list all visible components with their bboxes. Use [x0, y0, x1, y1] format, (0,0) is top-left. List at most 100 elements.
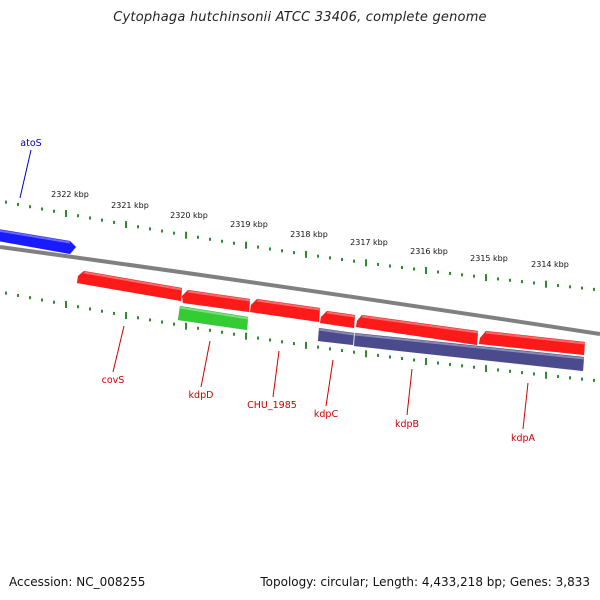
kbp-tick-label: 2315 kbp [470, 254, 508, 263]
gene-highlight-0 [0, 229, 71, 244]
accession-text: Accession: NC_008255 [9, 575, 146, 589]
inner-tick-3 [41, 298, 43, 302]
gene-feature-0 [0, 229, 77, 255]
inner-tick-ring [5, 291, 595, 382]
outer-tick-32 [389, 264, 391, 268]
inner-tick-14 [173, 322, 175, 326]
inner-tick-46 [557, 375, 559, 379]
outer-tick-42 [509, 278, 511, 282]
inner-tick-36 [437, 361, 439, 365]
outer-tick-1 [17, 202, 19, 206]
gene-highlight-9 [354, 333, 585, 360]
outer-tick-46 [557, 284, 559, 288]
gene-label: CHU_1985 [247, 400, 297, 411]
outer-tick-5 [65, 209, 67, 217]
leader-line [200, 340, 211, 388]
outer-tick-11 [137, 225, 139, 229]
outer-tick-17 [209, 237, 211, 241]
inner-tick-8 [101, 309, 103, 313]
inner-tick-37 [449, 362, 451, 366]
inner-tick-15 [185, 322, 187, 330]
gene-highlight-8 [318, 328, 355, 336]
inner-tick-45 [545, 371, 547, 379]
outer-tick-19 [233, 241, 235, 245]
outer-tick-31 [377, 262, 379, 266]
kbp-tick-label: 2316 kbp [410, 247, 448, 256]
inner-tick-12 [149, 318, 151, 322]
outer-tick-27 [329, 256, 331, 260]
inner-tick-28 [341, 349, 343, 353]
gene-feature-3 [177, 305, 249, 331]
gene-feature-6 [355, 314, 479, 346]
inner-tick-17 [209, 328, 211, 332]
outer-tick-20 [245, 241, 247, 249]
map-title: Cytophaga hutchinsonii ATCC 33406, compl… [113, 10, 487, 25]
outer-tick-24 [293, 251, 295, 255]
outer-tick-28 [341, 258, 343, 262]
inner-tick-44 [533, 372, 535, 376]
inner-tick-6 [77, 305, 79, 309]
gene-feature-8 [317, 327, 355, 346]
outer-tick-0 [5, 200, 7, 204]
outer-tick-41 [497, 277, 499, 281]
gene-feature-4 [249, 298, 321, 323]
inner-tick-25 [305, 341, 307, 349]
inner-tick-41 [497, 368, 499, 372]
gene-label: kdpB [395, 419, 419, 430]
inner-tick-26 [317, 345, 319, 349]
outer-tick-13 [161, 229, 163, 233]
outer-tick-36 [437, 270, 439, 274]
inner-tick-43 [521, 371, 523, 375]
kbp-tick-label: 2314 kbp [531, 260, 569, 269]
outer-tick-38 [461, 273, 463, 277]
leader-line [522, 382, 529, 430]
outer-tick-37 [449, 271, 451, 275]
kbp-tick-label: 2322 kbp [51, 190, 89, 199]
outer-tick-21 [257, 245, 259, 249]
inner-tick-40 [485, 365, 487, 373]
outer-tick-12 [149, 227, 151, 231]
gene-label: kdpD [189, 390, 214, 401]
gene-label: covS [102, 375, 125, 386]
inner-tick-42 [509, 369, 511, 373]
outer-tick-15 [185, 231, 187, 239]
inner-tick-48 [581, 377, 583, 381]
inner-tick-49 [593, 378, 595, 382]
inner-tick-7 [89, 307, 91, 311]
outer-tick-29 [353, 259, 355, 263]
gene-feature-7 [478, 330, 586, 356]
outer-tick-4 [53, 209, 55, 213]
outer-tick-39 [473, 274, 475, 278]
leader-line [112, 325, 125, 373]
inner-tick-27 [329, 347, 331, 351]
label-leaders [19, 149, 529, 430]
outer-tick-48 [581, 286, 583, 290]
inner-tick-0 [5, 291, 7, 295]
outer-tick-10 [125, 221, 127, 229]
inner-tick-24 [293, 342, 295, 346]
gene-label: atoS [20, 138, 41, 149]
inner-tick-35 [425, 358, 427, 366]
gene-highlight-3 [179, 306, 249, 320]
inner-tick-22 [269, 338, 271, 342]
kbp-tick-label: 2320 kbp [170, 211, 208, 220]
inner-tick-1 [17, 293, 19, 297]
inner-tick-18 [221, 330, 223, 334]
inner-tick-19 [233, 332, 235, 336]
leader-line [406, 368, 413, 416]
inner-tick-33 [401, 357, 403, 361]
leader-line [272, 350, 280, 398]
inner-tick-32 [389, 355, 391, 359]
kbp-tick-label: 2318 kbp [290, 230, 328, 239]
inner-tick-20 [245, 332, 247, 340]
inner-tick-11 [137, 316, 139, 320]
kbp-tick-label: 2317 kbp [350, 238, 388, 247]
gene-labels: atoS covS kdpD CHU_1985 kdpC kdpB kdpA [20, 138, 535, 444]
gene-feature-5 [319, 310, 356, 329]
outer-tick-40 [485, 274, 487, 282]
gene-feature-1 [76, 270, 183, 302]
outer-tick-3 [41, 207, 43, 211]
inner-tick-9 [113, 311, 115, 315]
outer-tick-35 [425, 267, 427, 275]
leader-line [325, 359, 334, 407]
